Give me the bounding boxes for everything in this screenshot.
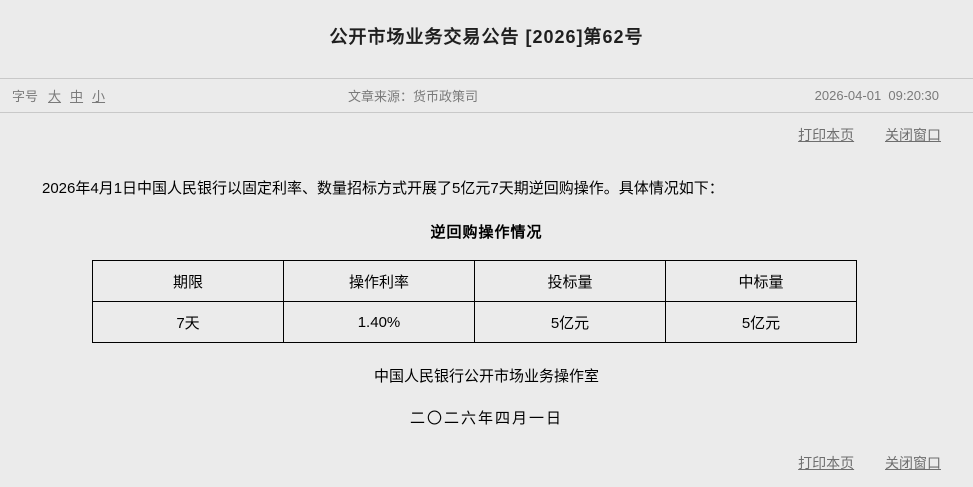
- cell-awarded-amount: 5亿元: [665, 301, 857, 343]
- table-title: 逆回购操作情况: [430, 224, 543, 241]
- print-page-link[interactable]: 打印本页: [798, 127, 855, 143]
- repo-operations-table: 期限 操作利率 投标量 中标量 7天 1.40% 5亿元 5亿元: [92, 260, 857, 343]
- close-window-link[interactable]: 关闭窗口: [885, 455, 941, 471]
- close-window-link[interactable]: 关闭窗口: [885, 127, 941, 143]
- bottom-action-links: 打印本页 关闭窗口: [0, 455, 973, 471]
- article-source: 文章来源：货币政策司: [348, 86, 478, 105]
- cell-term: 7天: [92, 301, 284, 343]
- top-action-links: 打印本页 关闭窗口: [0, 127, 973, 143]
- source-label: 文章来源：: [348, 89, 414, 104]
- print-page-link[interactable]: 打印本页: [798, 455, 855, 471]
- column-header-rate: 操作利率: [283, 260, 475, 302]
- font-size-small-link[interactable]: 小: [92, 89, 106, 104]
- page-title: 公开市场业务交易公告 [2026]第62号: [329, 27, 644, 47]
- table-row: 7天 1.40% 5亿元 5亿元: [92, 301, 857, 343]
- cell-rate: 1.40%: [283, 301, 475, 343]
- table-header-row: 期限 操作利率 投标量 中标量: [92, 260, 857, 302]
- font-size-large-link[interactable]: 大: [48, 89, 62, 104]
- font-size-medium-link[interactable]: 中: [70, 89, 84, 104]
- cell-bid-amount: 5亿元: [474, 301, 666, 343]
- publish-timestamp: 2026-04-01 09:20:30: [814, 88, 939, 103]
- font-size-control: 字号 大 中 小: [0, 86, 114, 105]
- announcement-body: 2026年4月1日中国人民银行以固定利率、数量招标方式开展了5亿元7天期逆回购操…: [42, 180, 724, 197]
- announcement-page: 公开市场业务交易公告 [2026]第62号 字号 大 中 小 文章来源：货币政策…: [0, 27, 973, 471]
- source-value: 货币政策司: [413, 89, 479, 104]
- issuer-signature: 中国人民银行公开市场业务操作室: [373, 368, 599, 385]
- font-size-label: 字号: [12, 89, 39, 104]
- column-header-bid-amount: 投标量: [474, 260, 666, 302]
- column-header-awarded-amount: 中标量: [665, 260, 857, 302]
- issue-date: 二〇二六年四月一日: [409, 410, 563, 427]
- meta-bar: 字号 大 中 小 文章来源：货币政策司 2026-04-01 09:20:30: [0, 78, 973, 113]
- column-header-term: 期限: [92, 260, 284, 302]
